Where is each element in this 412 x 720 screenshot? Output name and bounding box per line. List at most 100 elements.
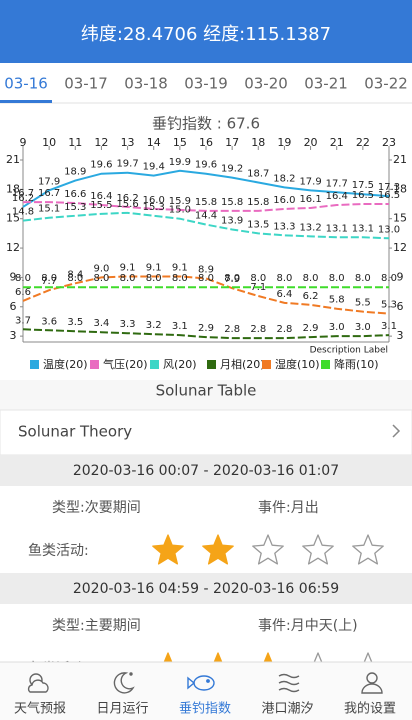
tab-bar: 03-16 03-17 03-18 03-19 03-20 03-21 03-22 bbox=[0, 75, 408, 103]
data-label: 6.4 bbox=[276, 289, 292, 300]
y2-tick-label: 6 bbox=[397, 300, 404, 313]
data-label: 8.0 bbox=[329, 273, 345, 284]
data-label: 17.3 bbox=[378, 182, 400, 193]
series-line bbox=[22, 275, 390, 315]
bottom-nav bbox=[0, 662, 412, 720]
tab[interactable]: 03-20 bbox=[244, 75, 288, 93]
data-label: 8.4 bbox=[67, 269, 83, 280]
data-label: 18.7 bbox=[247, 169, 269, 180]
data-label: 16.0 bbox=[273, 195, 295, 206]
data-label: 2.9 bbox=[303, 323, 319, 334]
tab[interactable]: 03-17 bbox=[64, 75, 108, 93]
data-label: 16.4 bbox=[326, 191, 348, 202]
series-line bbox=[22, 169, 390, 208]
data-label: 19.4 bbox=[143, 162, 165, 173]
y2-tick-label: 18 bbox=[393, 182, 407, 195]
x-tick-label: 16 bbox=[199, 136, 213, 149]
x-tick-label: 18 bbox=[251, 136, 265, 149]
data-label: 8.0 bbox=[355, 273, 371, 284]
data-label: 18.9 bbox=[64, 167, 86, 178]
data-label: 18.2 bbox=[273, 173, 295, 184]
data-label: 9.0 bbox=[93, 263, 109, 274]
data-label: 7.9 bbox=[224, 274, 240, 285]
y-tick-label: 9 bbox=[10, 270, 17, 283]
x-tick-label: 10 bbox=[42, 136, 56, 149]
data-label: 16.0 bbox=[143, 195, 165, 206]
y-tick-label: 18 bbox=[6, 182, 20, 195]
data-label: 3.0 bbox=[355, 322, 371, 333]
nav-item[interactable]: 天气预报 bbox=[14, 701, 66, 717]
x-tick-label: 19 bbox=[277, 136, 291, 149]
tab[interactable]: 03-18 bbox=[124, 75, 168, 93]
data-label: 13.0 bbox=[378, 224, 400, 235]
data-label: 19.7 bbox=[116, 159, 138, 170]
data-label: 15.0 bbox=[169, 205, 191, 216]
rating-star bbox=[202, 534, 234, 565]
rating-star bbox=[352, 534, 384, 565]
theory-label[interactable]: Solunar Theory bbox=[18, 423, 132, 441]
data-label: 9.1 bbox=[120, 262, 136, 273]
series-line bbox=[22, 211, 390, 240]
data-label: 5.3 bbox=[381, 300, 397, 311]
chevron-icon bbox=[392, 424, 401, 438]
data-label: 8.0 bbox=[67, 273, 83, 284]
period-event: 事件:月中天(上) bbox=[258, 618, 358, 634]
x-tick-label: 15 bbox=[173, 136, 187, 149]
legend-label: 月相(20) bbox=[220, 358, 265, 371]
tab[interactable]: 03-21 bbox=[304, 75, 348, 93]
y2-tick-label: 15 bbox=[393, 212, 407, 225]
data-label: 14.4 bbox=[195, 211, 217, 222]
data-label: 2.8 bbox=[250, 324, 266, 335]
nav-item[interactable]: 港口潮汐 bbox=[261, 701, 313, 717]
data-label: 8.0 bbox=[250, 273, 266, 284]
x-tick-label: 13 bbox=[121, 136, 135, 149]
tide-icon bbox=[278, 673, 300, 693]
data-label: 8.0 bbox=[120, 273, 136, 284]
data-label: 17.9 bbox=[299, 176, 321, 187]
data-label: 3.5 bbox=[67, 317, 83, 328]
x-tick-label: 11 bbox=[68, 136, 82, 149]
data-label: 15.9 bbox=[169, 196, 191, 207]
data-label: 15.3 bbox=[64, 202, 86, 213]
tab[interactable]: 03-22 bbox=[364, 75, 408, 93]
data-label: 19.2 bbox=[221, 164, 243, 175]
user-icon bbox=[361, 672, 383, 694]
data-label: 8.0 bbox=[198, 273, 214, 284]
data-label: 9.1 bbox=[146, 262, 162, 273]
data-label: 19.6 bbox=[195, 160, 217, 171]
nav-item[interactable]: 日月运行 bbox=[96, 702, 148, 717]
data-label: 3.2 bbox=[146, 320, 162, 331]
data-label: 19.6 bbox=[90, 160, 112, 171]
data-label: 3.1 bbox=[381, 321, 397, 332]
rating-star bbox=[302, 534, 334, 565]
y2-tick-label: 12 bbox=[393, 241, 407, 254]
x-tick-label: 23 bbox=[382, 136, 396, 149]
data-label: 3.0 bbox=[329, 322, 345, 333]
data-label: 5.8 bbox=[329, 295, 345, 306]
x-tick-label: 20 bbox=[304, 136, 318, 149]
data-label: 13.5 bbox=[247, 219, 269, 230]
period-type: 类型:主要期间 bbox=[52, 618, 141, 634]
nav-item[interactable]: 垂钓指数 bbox=[179, 702, 231, 717]
rating-star bbox=[152, 534, 184, 565]
tab[interactable]: 03-19 bbox=[184, 75, 228, 93]
weather-icon bbox=[27, 673, 49, 693]
data-label: 8.0 bbox=[381, 273, 397, 284]
legend-swatch bbox=[207, 360, 216, 369]
nav-icons bbox=[27, 672, 383, 694]
nav-items: 天气预报 日月运行 垂钓指数 港口潮汐 我的设置 bbox=[14, 701, 396, 717]
period-time: 2020-03-16 04:59 - 2020-03-16 06:59 bbox=[73, 581, 339, 597]
data-label: 15.3 bbox=[143, 202, 165, 213]
data-label: 8.0 bbox=[41, 273, 57, 284]
chart-title: 垂钓指数 : 67.6 bbox=[152, 115, 260, 133]
y-tick-label: 21 bbox=[6, 153, 20, 166]
data-label: 17.5 bbox=[352, 180, 374, 191]
data-label: 15.5 bbox=[90, 200, 112, 211]
legend-label: 湿度(10) bbox=[275, 357, 320, 371]
data-label: 7.7 bbox=[41, 276, 57, 287]
data-label: 13.1 bbox=[326, 223, 348, 234]
moon-icon bbox=[113, 672, 135, 694]
nav-item[interactable]: 我的设置 bbox=[344, 701, 396, 717]
tab[interactable]: 03-16 bbox=[4, 75, 48, 93]
